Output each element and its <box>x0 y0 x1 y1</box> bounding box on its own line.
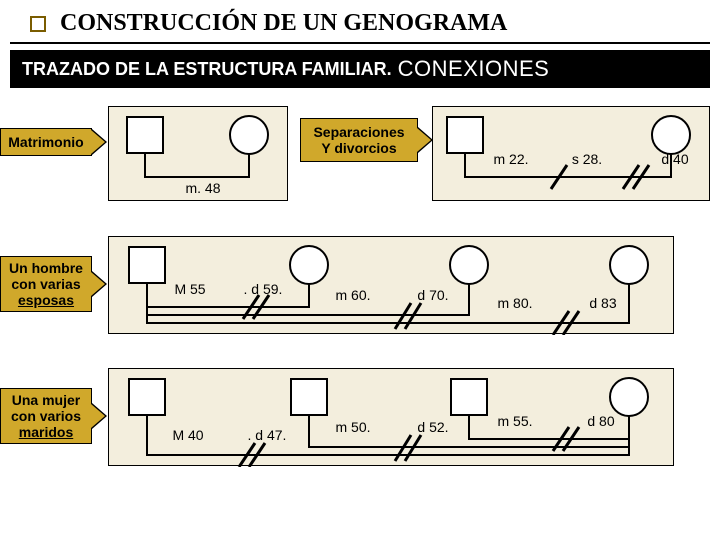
label-m48: m. 48 <box>178 180 228 196</box>
r3-label-2: m 50. <box>325 419 381 435</box>
title-bullet-icon <box>30 16 46 32</box>
tag-matrimonio: Matrimonio <box>0 128 92 156</box>
subtitle-bar: TRAZADO DE LA ESTRUCTURA FAMILIAR. CONEX… <box>10 50 710 88</box>
panel-separaciones: m 22. s 28. d 40 <box>432 106 710 201</box>
r2-label-2: m 60. <box>325 287 381 303</box>
label-d40: d 40 <box>651 151 699 167</box>
tag-separaciones: Separaciones Y divorcios <box>300 118 418 162</box>
label-m22: m 22. <box>487 151 535 167</box>
subtitle-big: CONEXIONES <box>398 56 550 82</box>
tag-mujer-l2: con varios <box>11 408 81 424</box>
label-s28: s 28. <box>563 151 611 167</box>
r2-label-4: m 80. <box>487 295 543 311</box>
r2-label-1: . d 59. <box>233 281 293 297</box>
tag-hombre-l1: Un hombre <box>9 260 83 276</box>
tag-mujer-l3: maridos <box>19 424 73 440</box>
panel-mujer: M 40 . d 47. m 50. d 52. m 55. d 80 <box>108 368 674 466</box>
r3-label-4: m 55. <box>487 413 543 429</box>
tag-hombre: Un hombre con varias esposas <box>0 256 92 312</box>
tag-hombre-l2: con varias <box>11 276 80 292</box>
subtitle-small: TRAZADO DE LA ESTRUCTURA FAMILIAR. <box>22 59 392 80</box>
panel-hombre: M 55 . d 59. m 60. d 70. m 80. d 83 <box>108 236 674 334</box>
tag-matrimonio-text: Matrimonio <box>8 134 83 150</box>
diagram-area: Matrimonio m. 48 Separaciones Y divorcio… <box>0 88 720 528</box>
tag-separaciones-l2: Y divorcios <box>321 140 396 156</box>
r3-label-5: d 80 <box>573 413 629 429</box>
page-title: CONSTRUCCIÓN DE UN GENOGRAMA <box>60 10 507 37</box>
title-underline <box>10 42 710 44</box>
tag-hombre-l3: esposas <box>18 292 74 308</box>
r2-label-0: M 55 <box>165 281 215 297</box>
r3-label-1: . d 47. <box>237 427 297 443</box>
tag-mujer: Una mujer con varios maridos <box>0 388 92 444</box>
tag-mujer-l1: Una mujer <box>12 392 80 408</box>
r2-label-5: d 83 <box>575 295 631 311</box>
panel-matrimonio: m. 48 <box>108 106 288 201</box>
tag-separaciones-l1: Separaciones <box>313 124 404 140</box>
r2-label-3: d 70. <box>405 287 461 303</box>
title-row: CONSTRUCCIÓN DE UN GENOGRAMA <box>0 0 720 37</box>
r3-label-3: d 52. <box>405 419 461 435</box>
r3-label-0: M 40 <box>163 427 213 443</box>
